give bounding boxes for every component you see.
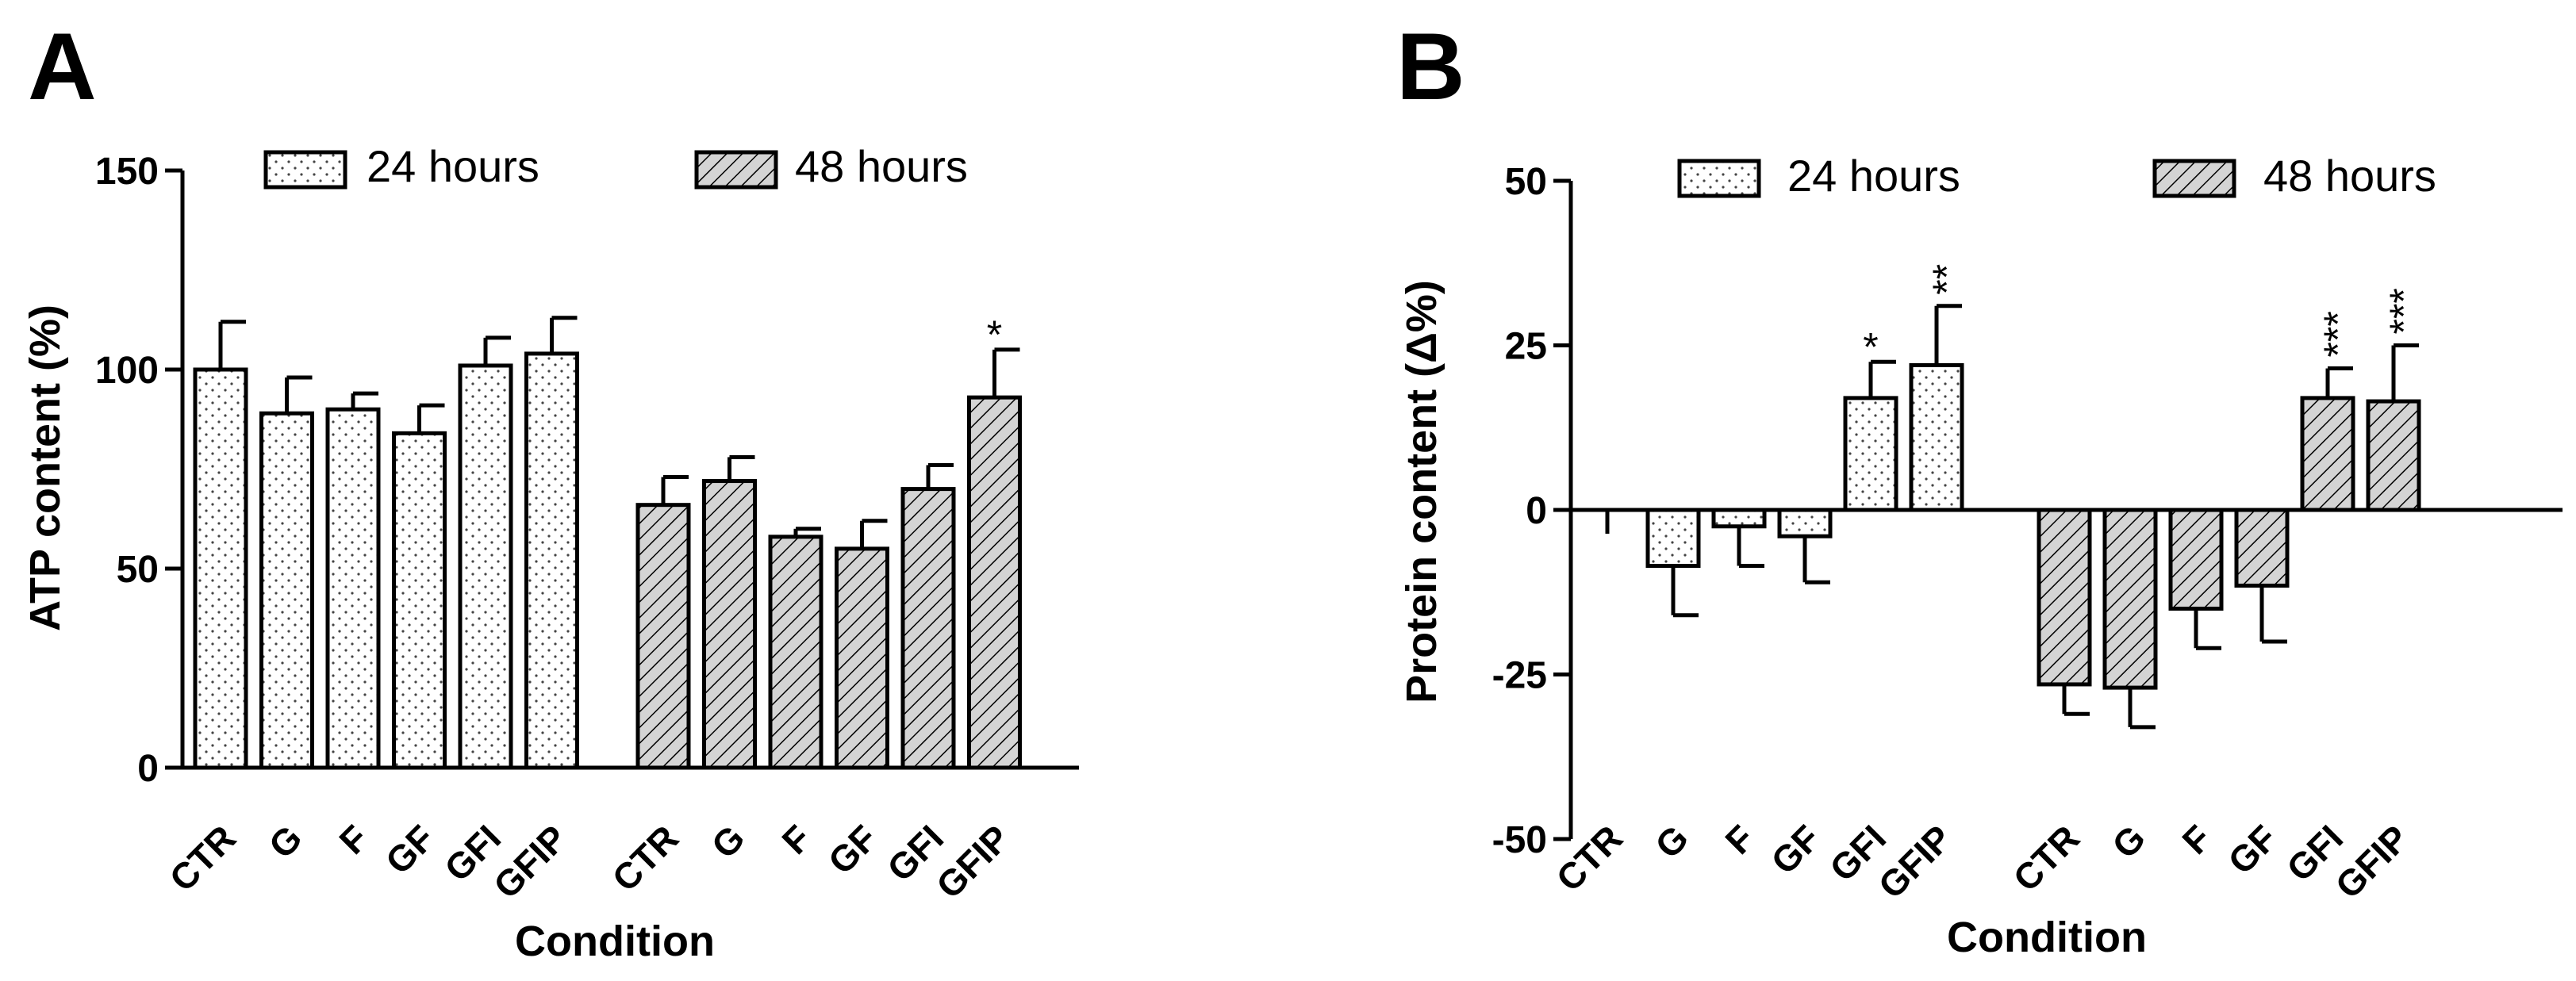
panel-a: A 0 50 100 150 ATP content (%) Condition 24 hou… <box>21 13 1079 965</box>
legend-label: 48 hours <box>2263 151 2436 201</box>
bar <box>392 431 447 770</box>
bar <box>1645 508 1701 569</box>
category-label: F <box>1717 817 1762 862</box>
category-label: F <box>331 817 376 862</box>
category-label: G <box>1647 817 1696 866</box>
y-tick-label: 25 <box>1505 326 1547 368</box>
bar <box>1777 508 1833 538</box>
legend-swatch <box>694 150 778 190</box>
x-axis-title: Condition <box>515 918 715 965</box>
bar <box>835 546 889 770</box>
bar <box>1909 362 1964 512</box>
bar <box>458 363 513 770</box>
bar <box>702 479 757 770</box>
bar <box>259 411 314 770</box>
category-label: CTR <box>1548 817 1630 899</box>
category-label: G <box>261 817 310 866</box>
y-tick-label: 0 <box>1526 490 1547 532</box>
panel-letter: B <box>1396 13 1465 120</box>
significance-label: ** <box>1925 264 1969 295</box>
category-label: GFIP <box>2327 817 2417 906</box>
category-label: CTR <box>2005 817 2087 899</box>
bar <box>967 395 1022 770</box>
category-label: F <box>2174 817 2219 862</box>
significance-label: *** <box>2316 311 2360 357</box>
category-label: CTR <box>161 817 244 899</box>
category-label: GF <box>820 817 885 882</box>
category-label: GFIP <box>928 817 1018 906</box>
legend-swatch <box>1677 159 1761 198</box>
y-tick-label: -50 <box>1492 819 1547 861</box>
y-tick-label: 50 <box>1505 161 1547 203</box>
category-label: G <box>704 817 753 866</box>
significance-label: * <box>987 312 1002 357</box>
bar <box>524 351 579 770</box>
bar <box>2300 396 2355 512</box>
legend-label: 24 hours <box>367 141 539 191</box>
bar <box>1711 508 1767 529</box>
bar <box>2366 399 2421 512</box>
y-axis-title: ATP content (%) <box>21 305 69 631</box>
significance-label: * <box>1863 324 1878 369</box>
legend-label: 48 hours <box>795 141 968 191</box>
category-label: F <box>774 817 819 862</box>
category-label: GF <box>2220 817 2285 882</box>
bar <box>2168 508 2224 611</box>
y-tick-label: 150 <box>95 151 159 193</box>
bar <box>768 535 823 770</box>
category-label: CTR <box>604 817 686 899</box>
category-label: GF <box>378 817 443 882</box>
y-tick-label: -25 <box>1492 655 1547 697</box>
bar <box>2102 508 2158 690</box>
panel-b: B -50 -25 0 25 50 Protein content (Δ%) Conditio… <box>1396 13 2563 961</box>
category-label: G <box>2104 817 2153 866</box>
bar <box>1843 396 1898 512</box>
significance-label: *** <box>2382 288 2426 334</box>
category-label: GFIP <box>486 817 575 906</box>
legend-swatch <box>263 150 347 190</box>
x-axis-title: Condition <box>1947 914 2147 961</box>
bar <box>2234 508 2290 588</box>
category-label: GFIP <box>1870 817 1960 906</box>
panel-letter: A <box>28 13 97 120</box>
bar <box>193 367 248 770</box>
y-tick-label: 50 <box>117 549 159 591</box>
y-tick-label: 0 <box>137 748 159 790</box>
y-axis-title: Protein content (Δ%) <box>1398 280 1445 703</box>
legend-label: 24 hours <box>1787 151 1960 201</box>
bar <box>635 503 691 770</box>
bar <box>2037 508 2092 687</box>
y-tick-label: 100 <box>95 350 159 392</box>
legend-swatch <box>2152 159 2236 198</box>
bar <box>900 487 956 770</box>
category-label: GF <box>1763 817 1828 882</box>
bar <box>325 407 381 770</box>
